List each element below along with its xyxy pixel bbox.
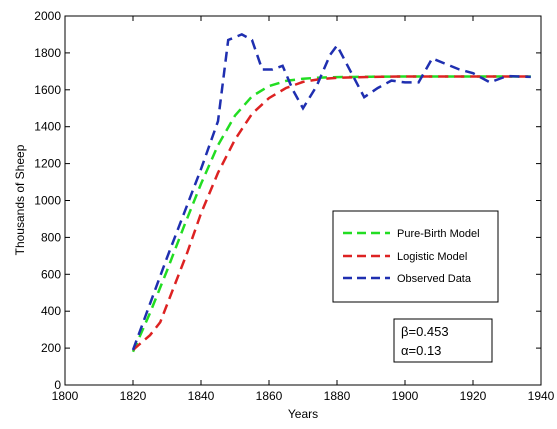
x-tick-label: 1940 — [528, 389, 555, 403]
legend-label-logistic: Logistic Model — [397, 251, 467, 263]
alpha-annotation: α=0.13 — [401, 343, 441, 358]
y-tick-label: 1800 — [34, 46, 61, 60]
y-tick-label: 1000 — [34, 194, 61, 208]
x-tick-label: 1860 — [256, 389, 283, 403]
legend: Pure-Birth Model Logistic Model Observed… — [332, 210, 499, 303]
y-tick-label: 1600 — [34, 83, 61, 97]
x-tick-label: 1840 — [188, 389, 215, 403]
legend-label-observed: Observed Data — [397, 273, 472, 285]
series-line-pure-birth-model — [131, 75, 531, 353]
axis-ticks: 1800 1820 1840 1860 1880 1900 1920 1940 0 200 400 6… — [34, 9, 554, 403]
x-axis-label: Years — [288, 407, 318, 421]
y-tick-label: 800 — [41, 230, 61, 244]
legend-label-pure-birth: Pure-Birth Model — [397, 228, 480, 240]
y-tick-label: 2000 — [34, 9, 61, 23]
parameter-box: β=0.453 α=0.13 — [393, 318, 493, 363]
beta-annotation: β=0.453 — [401, 324, 449, 339]
x-tick-label: 1900 — [392, 389, 419, 403]
y-tick-label: 200 — [41, 341, 61, 355]
x-tick-label: 1800 — [52, 389, 79, 403]
x-tick-label: 1920 — [460, 389, 487, 403]
y-tick-label: 1400 — [34, 120, 61, 134]
y-tick-label: 0 — [54, 378, 61, 392]
y-tick-label: 1200 — [34, 157, 61, 171]
parameter-box-frame — [393, 318, 493, 363]
y-axis-label: Thousands of Sheep — [13, 144, 27, 255]
series-layer — [131, 33, 531, 353]
x-tick-label: 1820 — [120, 389, 147, 403]
x-tick-label: 1880 — [324, 389, 351, 403]
y-tick-label: 400 — [41, 304, 61, 318]
series-line-logistic-model — [132, 75, 531, 351]
y-tick-label: 600 — [41, 267, 61, 281]
